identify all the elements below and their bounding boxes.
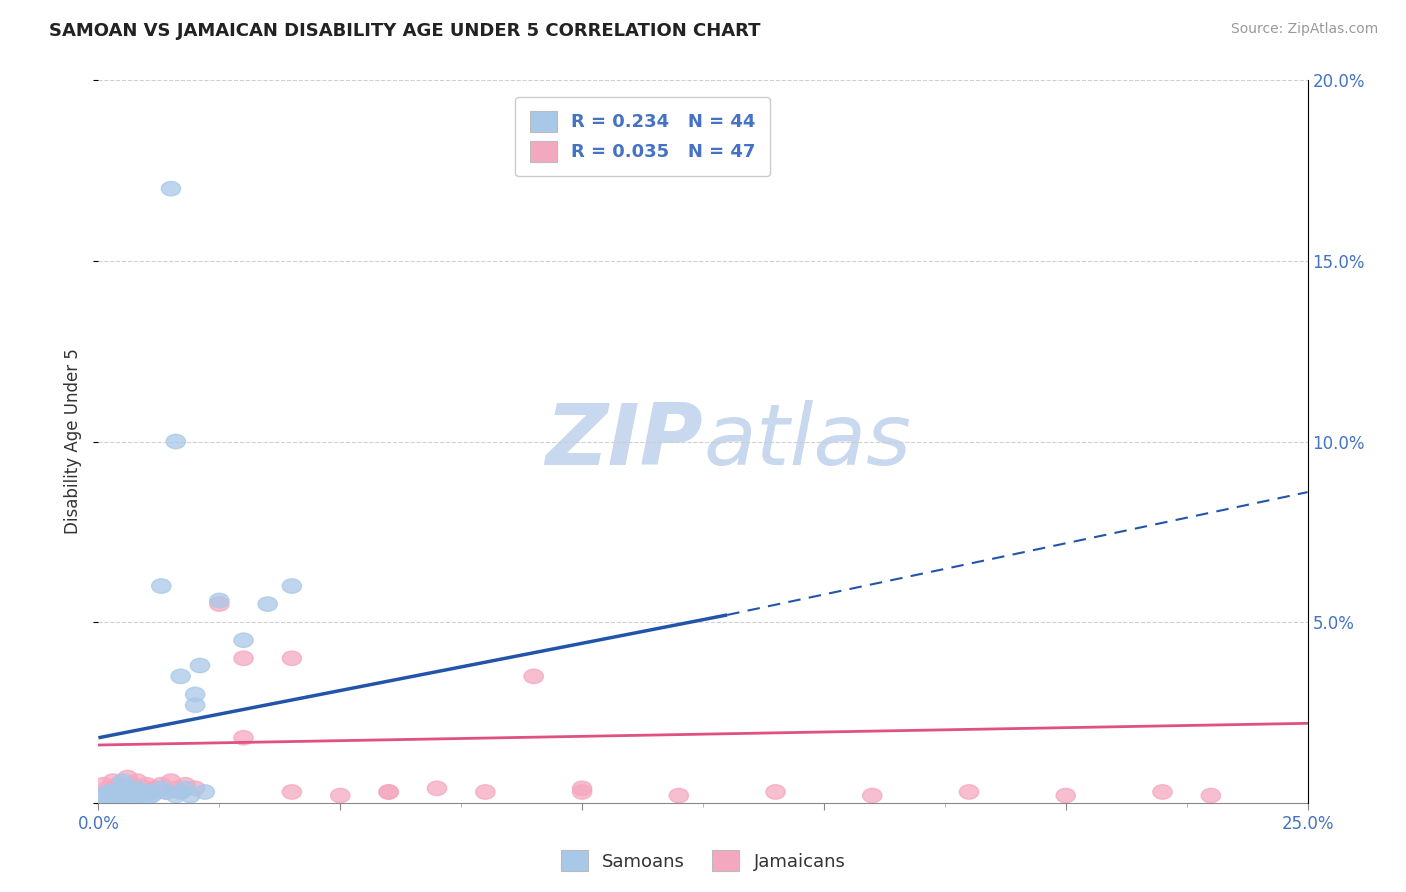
Ellipse shape — [118, 771, 138, 785]
Ellipse shape — [330, 789, 350, 803]
Ellipse shape — [1056, 789, 1076, 803]
Ellipse shape — [112, 789, 132, 803]
Ellipse shape — [138, 778, 156, 792]
Ellipse shape — [233, 633, 253, 648]
Ellipse shape — [122, 792, 142, 806]
Ellipse shape — [162, 181, 180, 196]
Ellipse shape — [233, 731, 253, 745]
Ellipse shape — [176, 781, 195, 796]
Text: atlas: atlas — [703, 400, 911, 483]
Ellipse shape — [118, 785, 138, 799]
Ellipse shape — [166, 781, 186, 796]
Ellipse shape — [138, 785, 156, 799]
Ellipse shape — [186, 698, 205, 713]
Text: SAMOAN VS JAMAICAN DISABILITY AGE UNDER 5 CORRELATION CHART: SAMOAN VS JAMAICAN DISABILITY AGE UNDER … — [49, 22, 761, 40]
Ellipse shape — [172, 669, 190, 683]
Ellipse shape — [138, 781, 156, 796]
Text: Source: ZipAtlas.com: Source: ZipAtlas.com — [1230, 22, 1378, 37]
Ellipse shape — [122, 778, 142, 792]
Ellipse shape — [122, 785, 142, 799]
Ellipse shape — [142, 789, 162, 803]
Ellipse shape — [152, 781, 172, 796]
Ellipse shape — [108, 778, 128, 792]
Ellipse shape — [108, 785, 128, 799]
Ellipse shape — [98, 785, 118, 799]
Ellipse shape — [186, 687, 205, 702]
Ellipse shape — [112, 778, 132, 792]
Ellipse shape — [380, 785, 398, 799]
Ellipse shape — [1153, 785, 1173, 799]
Ellipse shape — [98, 785, 118, 799]
Ellipse shape — [524, 669, 543, 683]
Legend: R = 0.234   N = 44, R = 0.035   N = 47: R = 0.234 N = 44, R = 0.035 N = 47 — [515, 96, 770, 176]
Ellipse shape — [190, 658, 209, 673]
Ellipse shape — [176, 778, 195, 792]
Ellipse shape — [166, 434, 186, 449]
Ellipse shape — [156, 785, 176, 799]
Ellipse shape — [156, 785, 176, 799]
Ellipse shape — [475, 785, 495, 799]
Ellipse shape — [152, 579, 172, 593]
Ellipse shape — [94, 792, 112, 806]
Ellipse shape — [132, 785, 152, 799]
Ellipse shape — [283, 785, 301, 799]
Ellipse shape — [112, 785, 132, 799]
Ellipse shape — [180, 789, 200, 803]
Ellipse shape — [128, 781, 146, 796]
Ellipse shape — [98, 792, 118, 806]
Ellipse shape — [122, 785, 142, 799]
Ellipse shape — [132, 785, 152, 799]
Ellipse shape — [172, 785, 190, 799]
Ellipse shape — [427, 781, 447, 796]
Ellipse shape — [959, 785, 979, 799]
Ellipse shape — [103, 785, 122, 799]
Y-axis label: Disability Age Under 5: Disability Age Under 5 — [65, 349, 83, 534]
Ellipse shape — [669, 789, 689, 803]
Legend: Samoans, Jamaicans: Samoans, Jamaicans — [554, 843, 852, 879]
Text: ZIP: ZIP — [546, 400, 703, 483]
Ellipse shape — [128, 789, 146, 803]
Ellipse shape — [118, 781, 138, 796]
Ellipse shape — [209, 593, 229, 607]
Ellipse shape — [103, 785, 122, 799]
Ellipse shape — [98, 789, 118, 803]
Ellipse shape — [138, 792, 156, 806]
Ellipse shape — [195, 785, 215, 799]
Ellipse shape — [128, 774, 146, 789]
Ellipse shape — [142, 785, 162, 799]
Ellipse shape — [103, 789, 122, 803]
Ellipse shape — [283, 579, 301, 593]
Ellipse shape — [209, 597, 229, 611]
Ellipse shape — [108, 792, 128, 806]
Ellipse shape — [94, 778, 112, 792]
Ellipse shape — [132, 789, 152, 803]
Ellipse shape — [103, 792, 122, 806]
Ellipse shape — [162, 774, 180, 789]
Ellipse shape — [186, 781, 205, 796]
Ellipse shape — [146, 785, 166, 799]
Ellipse shape — [380, 785, 398, 799]
Ellipse shape — [283, 651, 301, 665]
Ellipse shape — [172, 785, 190, 799]
Ellipse shape — [572, 785, 592, 799]
Ellipse shape — [118, 789, 138, 803]
Ellipse shape — [1201, 789, 1220, 803]
Ellipse shape — [112, 781, 132, 796]
Ellipse shape — [152, 778, 172, 792]
Ellipse shape — [103, 774, 122, 789]
Ellipse shape — [108, 789, 128, 803]
Ellipse shape — [94, 789, 112, 803]
Ellipse shape — [108, 789, 128, 803]
Ellipse shape — [766, 785, 785, 799]
Ellipse shape — [112, 774, 132, 789]
Ellipse shape — [98, 781, 118, 796]
Ellipse shape — [166, 789, 186, 803]
Ellipse shape — [259, 597, 277, 611]
Ellipse shape — [572, 781, 592, 796]
Ellipse shape — [128, 781, 146, 796]
Ellipse shape — [863, 789, 882, 803]
Ellipse shape — [233, 651, 253, 665]
Ellipse shape — [146, 781, 166, 796]
